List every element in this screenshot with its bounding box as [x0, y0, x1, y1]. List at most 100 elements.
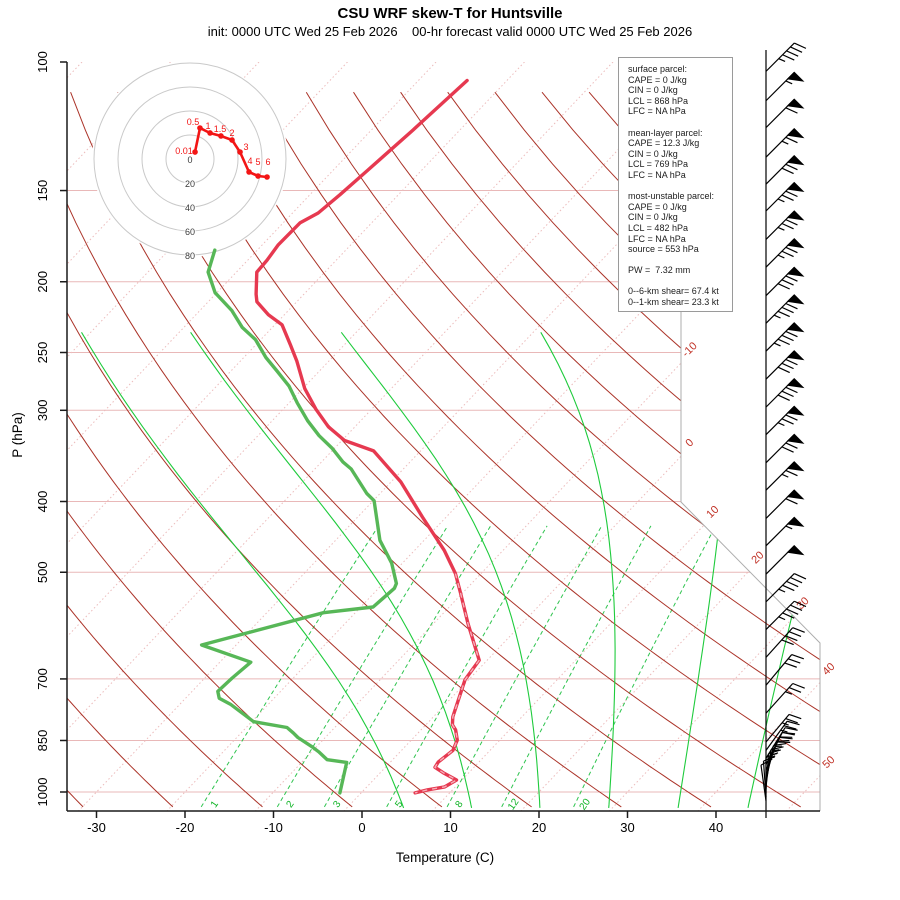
- wind-barb: [765, 654, 793, 686]
- wind-barb-pennant: [786, 545, 805, 556]
- dry-adiabat-line: [67, 92, 353, 808]
- wind-barb-full: [781, 362, 794, 370]
- wind-barb: [765, 42, 795, 72]
- wind-barb-half: [781, 473, 789, 478]
- wind-barb-full: [777, 283, 790, 290]
- wind-barb-full: [783, 725, 797, 730]
- wind-barb-full: [773, 742, 787, 747]
- parcel-info-line: mean-layer parcel:: [628, 127, 703, 138]
- moist-adiabat-line: [747, 332, 820, 809]
- wind-barb-half: [778, 616, 786, 621]
- y-axis-tick-label: 850: [35, 730, 50, 752]
- parcel-info-line: LCL = 769 hPa: [628, 159, 688, 170]
- wind-barb-full: [787, 658, 801, 664]
- wind-barb-full: [785, 163, 798, 171]
- mixing-ratio-line: [446, 525, 603, 808]
- wind-barb-full: [785, 219, 798, 226]
- wind-barb-full: [794, 573, 807, 580]
- parcel-info-line: LCL = 868 hPa: [628, 95, 688, 106]
- mixing-ratio-label: 3: [331, 799, 343, 810]
- hodograph-background: [92, 61, 288, 257]
- hodograph-ring-label: 20: [185, 179, 195, 189]
- wind-barb-full: [781, 194, 794, 201]
- isotherm-line: [255, 62, 820, 811]
- wind-barb-full: [785, 442, 798, 449]
- parcel-info-line: LFC = NA hPa: [628, 169, 686, 180]
- wind-barb-half: [773, 342, 781, 347]
- wind-barb-pennant: [786, 405, 805, 416]
- isotherm-line: [697, 62, 820, 811]
- wind-barb-full: [782, 584, 795, 592]
- parcel-info-line: [628, 117, 728, 128]
- wind-barb: [765, 627, 794, 658]
- parcel-info-line: [628, 255, 728, 266]
- y-axis-tick-label: 700: [35, 668, 50, 690]
- wind-barb-full: [781, 222, 794, 230]
- wind-barb-full: [781, 279, 794, 286]
- wind-barb-full: [785, 302, 798, 310]
- parcel-info-line: most-unstable parcel:: [628, 191, 715, 202]
- hodograph-point-label: 3: [244, 142, 249, 152]
- temperature-curve: [254, 78, 481, 795]
- wind-barb-half: [785, 691, 793, 695]
- parcel-trace-overlay: [414, 573, 480, 794]
- mixing-ratio-label: 1: [209, 799, 221, 810]
- mixing-ratio-line: [276, 525, 449, 808]
- mixing-ratio-label: 12: [506, 796, 522, 812]
- wind-barb-full: [785, 275, 798, 282]
- hodograph-ring: [165, 134, 215, 184]
- hodograph-point-label: 5: [256, 157, 261, 167]
- wind-barb-full: [782, 731, 796, 735]
- wind-barb-full: [790, 46, 803, 53]
- hodograph-point-label: 1: [206, 121, 211, 131]
- parcel-info-line: CIN = 0 J/kg: [628, 212, 678, 223]
- wind-barb-pennant: [786, 322, 805, 333]
- wind-barb-pennant: [786, 238, 805, 249]
- isotherm-label: 20: [749, 549, 766, 566]
- mixing-ratio-line: [386, 525, 548, 808]
- wind-barb-half: [778, 58, 786, 63]
- wind-barb-full: [765, 752, 779, 758]
- wind-barb-full: [785, 635, 798, 642]
- wind-barb-full: [785, 136, 798, 144]
- wind-barb-full: [788, 713, 802, 720]
- parcel-info-line: LCL = 482 hPa: [628, 222, 688, 233]
- parcel-info-box: surface parcel: CAPE = 0 J/kg CIN = 0 J/kg…: [618, 57, 733, 312]
- wind-barb-full: [781, 390, 794, 398]
- wind-barb-half: [772, 749, 780, 752]
- wind-barb-full: [786, 580, 799, 588]
- x-axis-label: Temperature (C): [396, 850, 494, 865]
- wind-barb-half: [785, 525, 793, 530]
- wind-barb-full: [785, 246, 798, 254]
- wind-barb-half: [777, 254, 785, 259]
- wind-barb: [765, 720, 788, 751]
- isotherm-line: [67, 62, 525, 811]
- wind-barb-full: [792, 682, 805, 689]
- hodograph-point: [246, 169, 252, 175]
- hodograph-ring: [117, 86, 263, 232]
- dry-adiabat-line: [258, 91, 820, 808]
- isotherm-line: [520, 62, 820, 811]
- hodograph-point-label: 2: [229, 128, 234, 138]
- wind-barb: [765, 600, 795, 630]
- wind-barb-full: [777, 310, 790, 318]
- hodograph-point-label: 0.5: [187, 117, 200, 127]
- wind-barb-full: [781, 250, 794, 258]
- parcel-info-line: LFC = NA hPa: [628, 106, 686, 117]
- hodograph-point: [192, 149, 198, 155]
- hodograph-ring: [141, 110, 239, 208]
- wind-barb-half: [780, 729, 788, 733]
- wind-barb-full: [781, 334, 794, 342]
- isotherm-line: [786, 62, 820, 811]
- dry-adiabat-line: [353, 91, 820, 808]
- dry-adiabat-line: [164, 91, 820, 808]
- wind-barb-full: [788, 631, 802, 637]
- isotherm-label: -10: [680, 340, 700, 360]
- wind-barb-half: [777, 198, 785, 203]
- wind-barb-full: [784, 662, 797, 668]
- wind-barb-full: [788, 687, 802, 693]
- parcel-info-line: [628, 181, 728, 192]
- wind-barb-full: [790, 576, 803, 584]
- wind-barb-pennant: [786, 516, 805, 527]
